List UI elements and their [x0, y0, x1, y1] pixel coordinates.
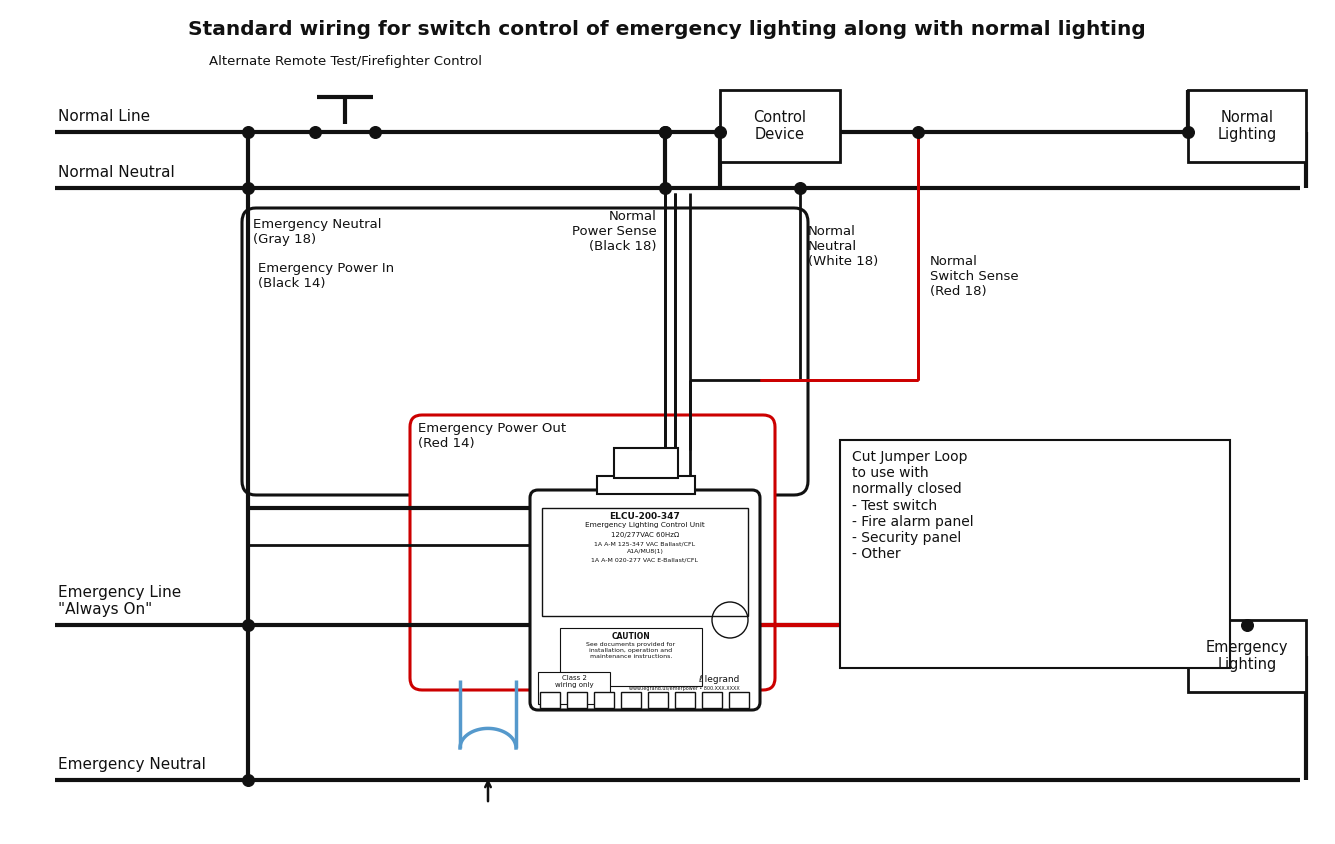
- Text: CAUTION: CAUTION: [611, 632, 650, 641]
- FancyBboxPatch shape: [530, 490, 760, 710]
- Point: [238, 181, 259, 195]
- Point: [238, 619, 259, 632]
- Point: [789, 181, 810, 195]
- Text: Normal Line: Normal Line: [57, 109, 150, 124]
- Text: See documents provided for
installation, operation and
maintenance instructions.: See documents provided for installation,…: [586, 642, 676, 658]
- Point: [654, 181, 676, 195]
- Text: Standard wiring for switch control of emergency lighting along with normal light: Standard wiring for switch control of em…: [188, 20, 1145, 39]
- Point: [238, 125, 259, 138]
- Point: [304, 125, 326, 138]
- Point: [709, 125, 730, 138]
- FancyBboxPatch shape: [1188, 620, 1306, 692]
- Text: Normal
Lighting: Normal Lighting: [1218, 110, 1276, 142]
- Text: Emergency Lighting Control Unit: Emergency Lighting Control Unit: [585, 522, 705, 528]
- FancyBboxPatch shape: [542, 508, 748, 616]
- Text: Normal
Switch Sense
(Red 18): Normal Switch Sense (Red 18): [930, 255, 1019, 298]
- Text: Emergency Power Out
(Red 14): Emergency Power Out (Red 14): [418, 422, 566, 450]
- Text: Emergency Neutral
(Gray 18): Emergency Neutral (Gray 18): [254, 218, 382, 246]
- Text: ELCU-200-347: ELCU-200-347: [610, 512, 681, 521]
- Point: [908, 125, 929, 138]
- FancyBboxPatch shape: [242, 208, 808, 495]
- FancyBboxPatch shape: [676, 692, 696, 708]
- Text: Emergency Neutral: Emergency Neutral: [57, 757, 206, 772]
- Text: Control
Device: Control Device: [753, 110, 806, 142]
- FancyBboxPatch shape: [538, 672, 610, 704]
- Text: 1A A-M 020-277 VAC E-Ballast/CFL: 1A A-M 020-277 VAC E-Ballast/CFL: [591, 557, 698, 562]
- FancyBboxPatch shape: [559, 628, 702, 686]
- Point: [1236, 619, 1258, 632]
- FancyBboxPatch shape: [720, 90, 840, 162]
- Text: Emergency Power In
(Black 14): Emergency Power In (Black 14): [258, 262, 394, 290]
- Point: [654, 125, 676, 138]
- Text: Normal Neutral: Normal Neutral: [57, 165, 175, 180]
- FancyBboxPatch shape: [597, 476, 696, 494]
- Text: ℓ legrand: ℓ legrand: [698, 675, 740, 684]
- Text: Normal
Power Sense
(Black 18): Normal Power Sense (Black 18): [573, 210, 657, 253]
- Point: [654, 125, 676, 138]
- Text: Alternate Remote Test/Firefighter Control: Alternate Remote Test/Firefighter Contro…: [208, 55, 482, 68]
- Text: Normal
Neutral
(White 18): Normal Neutral (White 18): [808, 225, 878, 268]
- FancyBboxPatch shape: [539, 692, 559, 708]
- FancyBboxPatch shape: [1188, 90, 1306, 162]
- Text: www.legrand.us/emerpower • 800.XXX.XXXX: www.legrand.us/emerpower • 800.XXX.XXXX: [629, 686, 740, 691]
- FancyBboxPatch shape: [647, 692, 668, 708]
- Text: A1A/MU8(1): A1A/MU8(1): [626, 549, 663, 554]
- Text: 1A A-M 125-347 VAC Ballast/CFL: 1A A-M 125-347 VAC Ballast/CFL: [594, 541, 696, 546]
- Text: Emergency Line
"Always On": Emergency Line "Always On": [57, 585, 182, 617]
- Point: [364, 125, 386, 138]
- FancyBboxPatch shape: [621, 692, 641, 708]
- FancyBboxPatch shape: [410, 415, 776, 690]
- Text: 120/277VAC 60HzΩ: 120/277VAC 60HzΩ: [611, 532, 680, 538]
- Text: Cut Jumper Loop
to use with
normally closed
- Test switch
- Fire alarm panel
- S: Cut Jumper Loop to use with normally clo…: [852, 450, 973, 561]
- Point: [238, 773, 259, 787]
- FancyBboxPatch shape: [729, 692, 749, 708]
- FancyBboxPatch shape: [614, 448, 678, 478]
- FancyBboxPatch shape: [702, 692, 722, 708]
- Point: [1177, 125, 1199, 138]
- FancyBboxPatch shape: [594, 692, 614, 708]
- FancyBboxPatch shape: [840, 440, 1230, 668]
- Text: Emergency
Lighting: Emergency Lighting: [1206, 640, 1288, 672]
- FancyBboxPatch shape: [567, 692, 587, 708]
- Text: Class 2
wiring only: Class 2 wiring only: [554, 675, 593, 688]
